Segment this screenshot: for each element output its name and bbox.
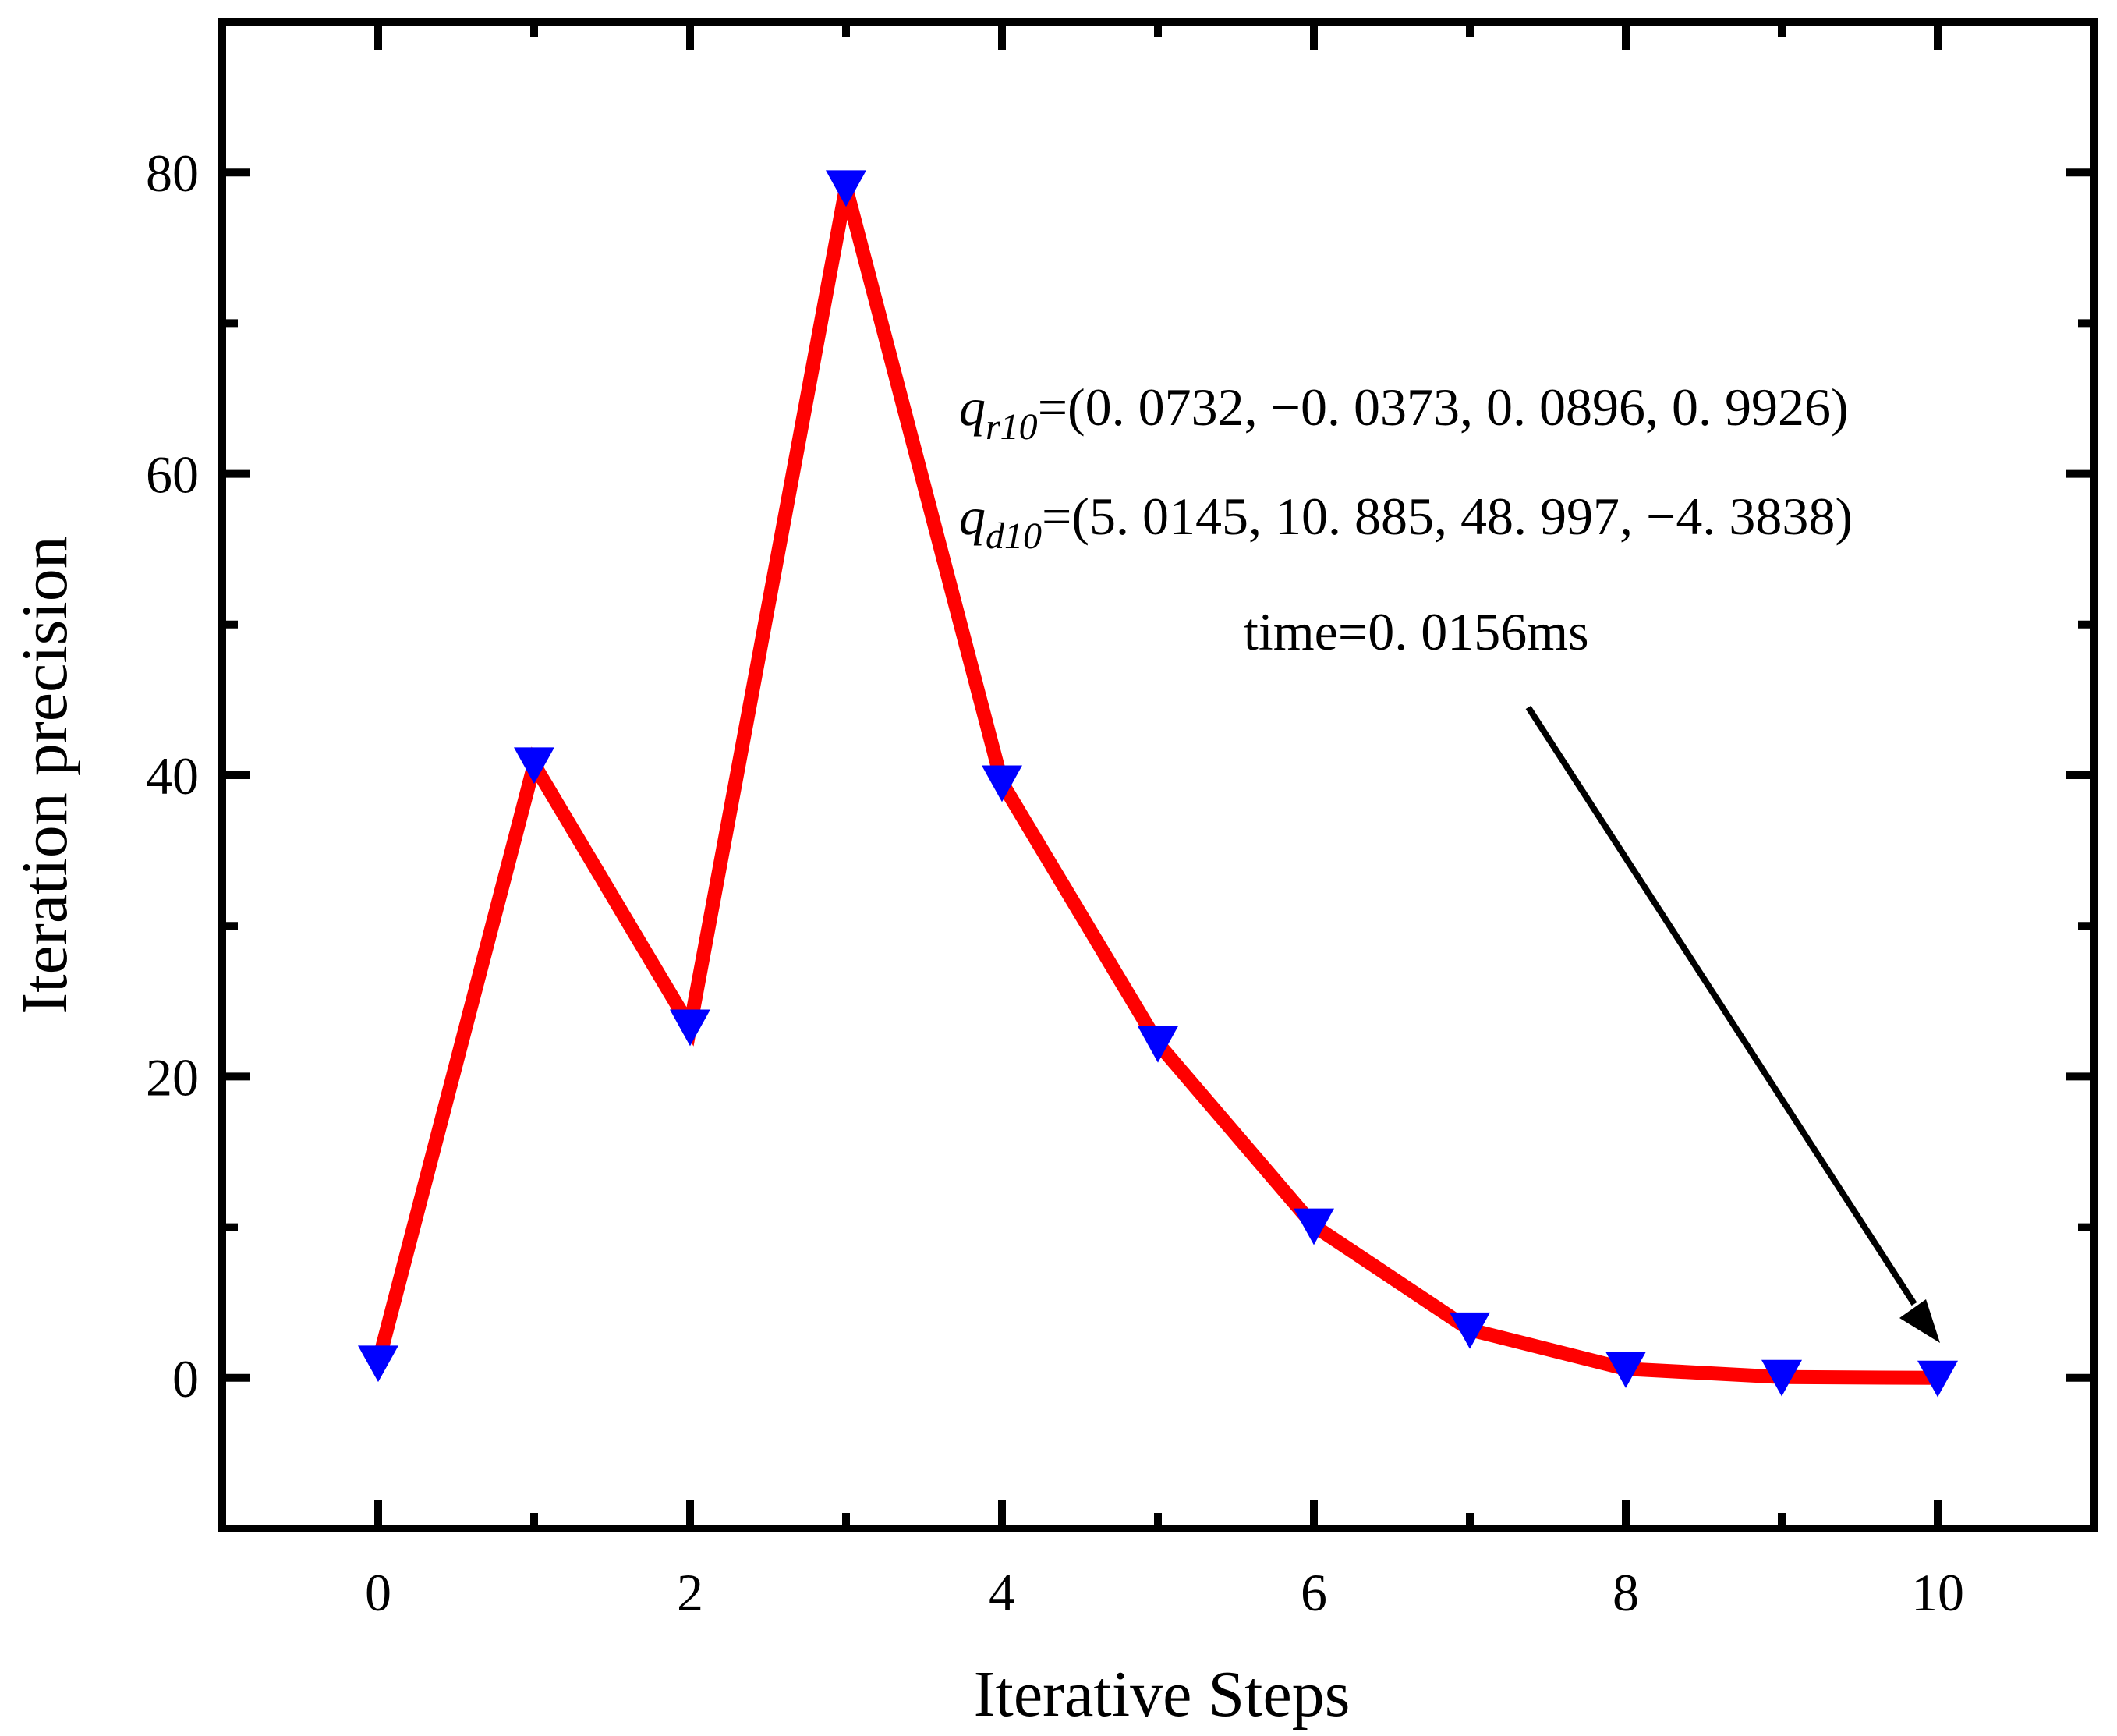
- annotation-time: time=0. 0156ms: [1244, 602, 1589, 661]
- annotation-qr: qr10=(0. 0732, −0. 0373, 0. 0896, 0. 992…: [959, 377, 1849, 448]
- annotation-qr-symbol: q: [959, 377, 986, 437]
- data-point-marker: [1138, 1026, 1178, 1063]
- data-point-marker: [826, 170, 866, 207]
- annotation-qd-value: =(5. 0145, 10. 885, 48. 997, −4. 3838): [1042, 487, 1853, 546]
- data-point-marker: [1917, 1360, 1958, 1398]
- y-tick-label: 20: [146, 1047, 199, 1107]
- x-tick-label: 10: [1911, 1563, 1964, 1622]
- x-tick-label: 6: [1301, 1563, 1327, 1622]
- plot-frame: [218, 18, 2098, 1532]
- data-point-marker: [1605, 1352, 1646, 1388]
- annotation-qr-value: =(0. 0732, −0. 0373, 0. 0896, 0. 9926): [1038, 377, 1849, 437]
- x-tick-label: 4: [989, 1563, 1015, 1622]
- x-axis-title: Iterative Steps: [974, 1658, 1351, 1731]
- x-tick-label: 8: [1613, 1563, 1639, 1622]
- data-point-marker: [1761, 1359, 1802, 1397]
- y-tick-label: 60: [146, 445, 199, 505]
- data-point-marker: [670, 1009, 710, 1047]
- data-point-marker: [358, 1345, 398, 1383]
- data-point-marker: [514, 747, 554, 785]
- annotation-arrow-head: [1899, 1299, 1940, 1343]
- data-point-marker: [1450, 1312, 1490, 1349]
- y-tick-label: 0: [172, 1349, 199, 1408]
- annotation-arrow-shaft: [1525, 705, 1917, 1306]
- data-point-marker: [982, 765, 1022, 802]
- y-axis-title: Iteration precision: [9, 536, 81, 1014]
- y-tick-label: 40: [146, 746, 199, 806]
- axis-ticks: [222, 22, 2094, 1529]
- x-tick-label: 2: [677, 1563, 703, 1622]
- y-tick-label: 80: [146, 143, 199, 203]
- annotation-qd: qd10=(5. 0145, 10. 885, 48. 997, −4. 383…: [959, 487, 1853, 557]
- annotation-qd-subscript: d10: [986, 515, 1042, 557]
- series-markers: [358, 170, 1958, 1398]
- annotation-qd-symbol: q: [959, 487, 986, 546]
- series-line: [371, 186, 1938, 1385]
- axis-tick-labels: 0 2 4 6 8 10 0 20 40 60 80: [146, 143, 1964, 1622]
- annotation-qr-subscript: r10: [986, 406, 1038, 448]
- data-point-marker: [1294, 1208, 1334, 1245]
- x-tick-label: 0: [365, 1563, 391, 1622]
